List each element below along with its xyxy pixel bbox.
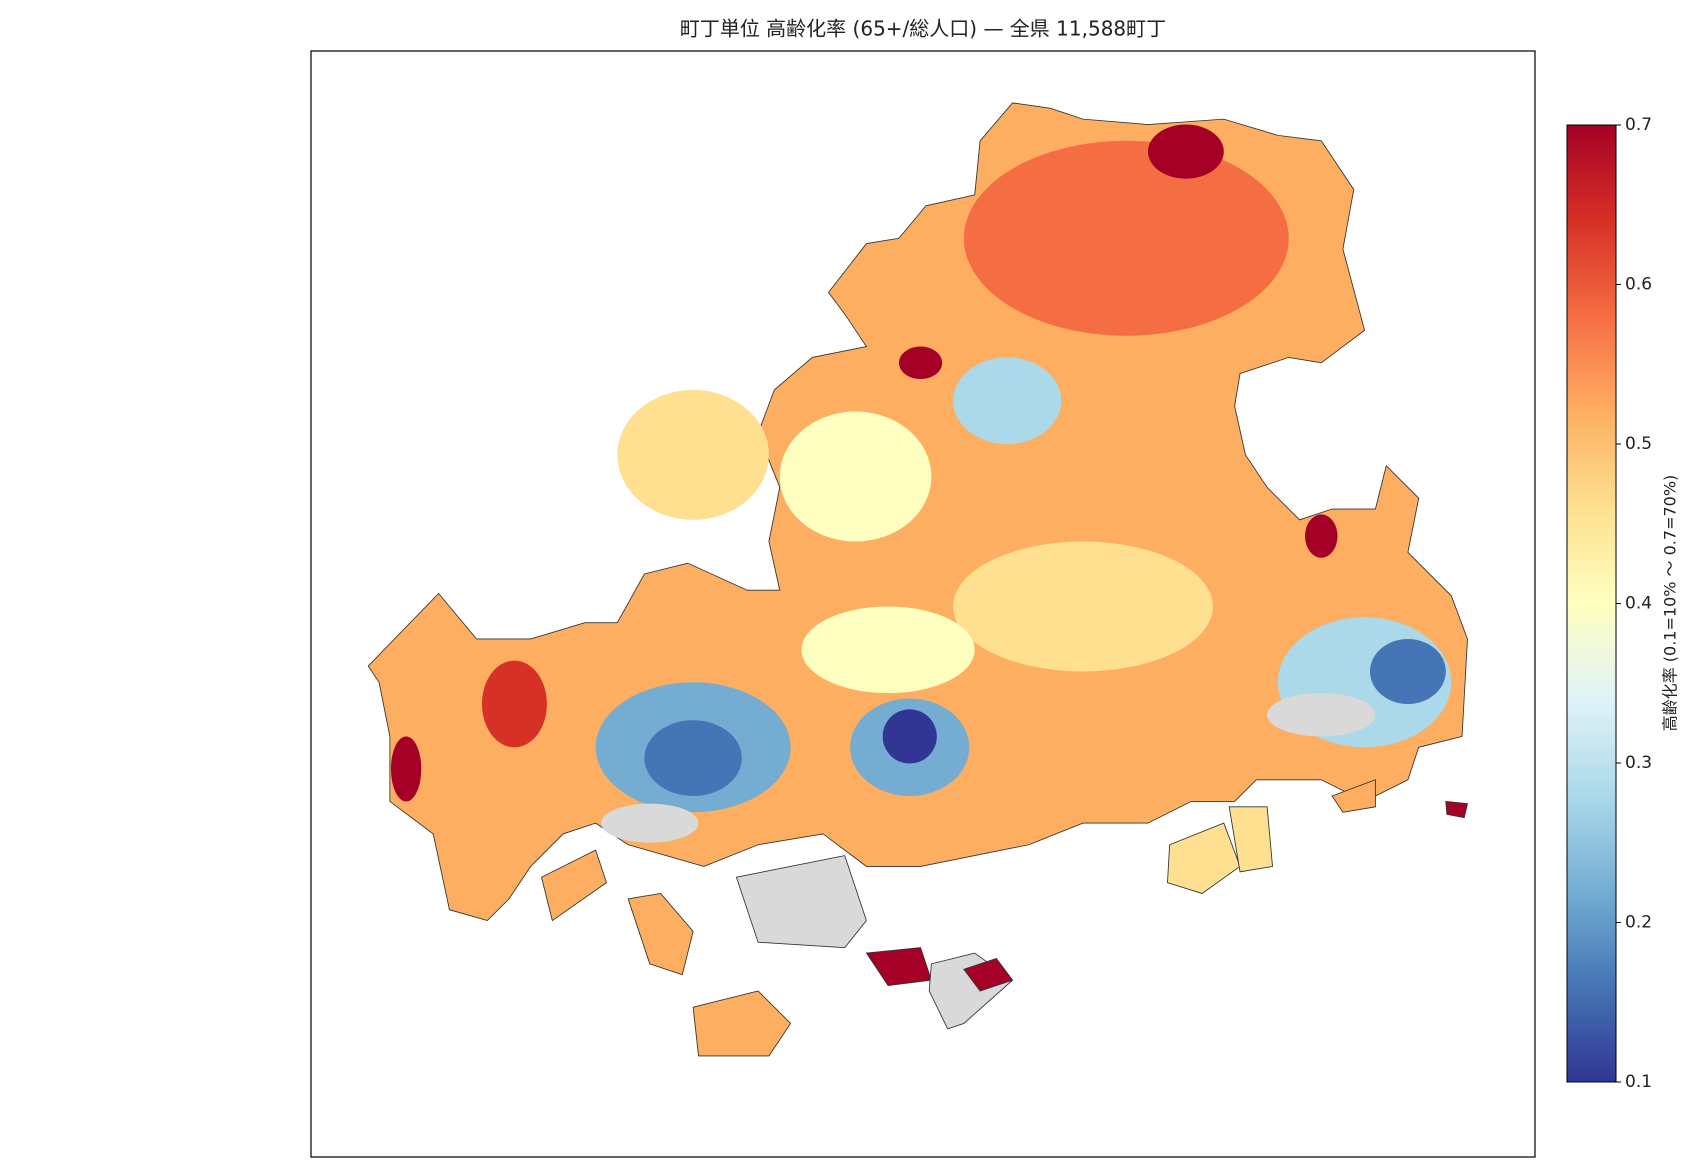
region-patch: [898, 346, 943, 380]
island: [540, 849, 607, 922]
region-patch: [779, 411, 932, 542]
region-patch: [1305, 514, 1338, 558]
island: [735, 855, 867, 949]
region-patch: [953, 357, 1062, 445]
colorbar-tick-label: 0.3: [1625, 753, 1652, 773]
colorbar-tick-label: 0.1: [1625, 1072, 1652, 1092]
region-patch: [644, 720, 742, 797]
island: [1331, 779, 1376, 813]
island: [627, 893, 694, 976]
island: [865, 947, 932, 986]
region-patch: [1267, 693, 1376, 737]
region-patch: [617, 389, 769, 520]
map-frame: [310, 50, 1536, 1158]
region-patch: [481, 660, 547, 748]
colorbar-tick-label: 0.4: [1625, 594, 1652, 614]
region-patch: [953, 541, 1213, 672]
map-title: 町丁単位 高齢化率 (65+/総人口) — 全県 11,588町丁: [680, 17, 1166, 41]
colorbar-label: 高齢化率 (0.1=10% ～ 0.7=70%): [1661, 475, 1680, 732]
region-patch: [963, 140, 1289, 336]
colorbar-tick-label: 0.5: [1625, 434, 1652, 454]
colorbar-tick-label: 0.7: [1625, 115, 1652, 135]
colorbar-tick-label: 0.6: [1625, 275, 1652, 295]
island: [963, 957, 1014, 992]
colorbar-tick-label: 0.2: [1625, 913, 1652, 933]
island: [1228, 806, 1273, 873]
region-patch: [601, 803, 699, 843]
region-patch: [1369, 638, 1446, 704]
island: [692, 990, 792, 1057]
region-patch: [1147, 124, 1224, 179]
island: [1167, 822, 1241, 894]
island: [1445, 800, 1468, 819]
region-patch: [801, 606, 975, 694]
region-patch: [390, 736, 422, 802]
colorbar: [1566, 124, 1617, 1083]
map: [367, 102, 1468, 1057]
region-patch: [882, 709, 937, 764]
